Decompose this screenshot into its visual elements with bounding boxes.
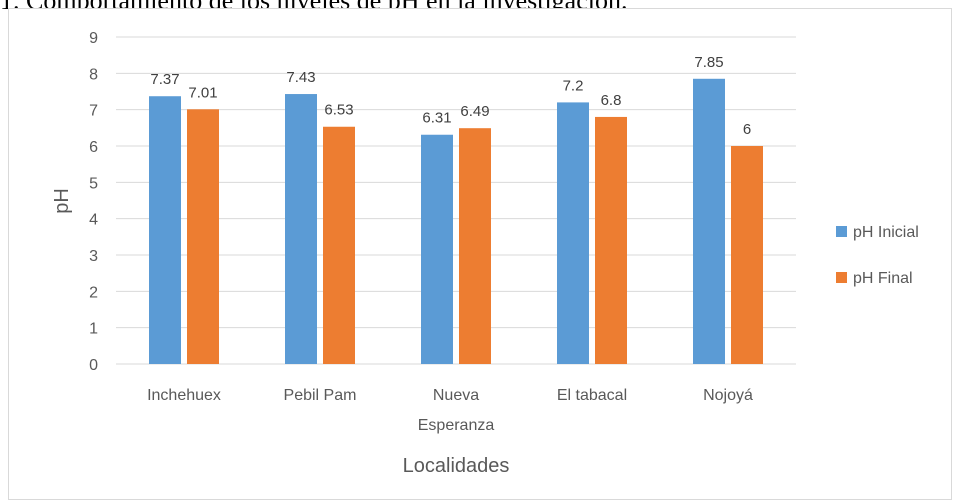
bar [323, 126, 355, 364]
data-label: 6.8 [601, 92, 622, 109]
legend-swatch [836, 272, 847, 283]
y-tick-label: 0 [89, 357, 98, 374]
x-tick-label: Nojoyá [703, 387, 753, 404]
y-tick-label: 8 [89, 66, 98, 83]
bar [557, 102, 589, 365]
y-tick-label: 1 [89, 321, 98, 338]
y-tick-label: 3 [89, 248, 98, 265]
data-label: 7.2 [563, 77, 584, 94]
bar [595, 116, 627, 364]
bar [285, 94, 317, 364]
x-tick-label: Inchehuex [147, 387, 221, 404]
y-tick-label: 5 [89, 175, 98, 192]
x-tick-label: Esperanza [418, 417, 495, 434]
data-label: 6 [743, 121, 751, 138]
data-label: 7.85 [694, 54, 723, 71]
legend-swatch [836, 226, 847, 237]
x-tick-label: El tabacal [557, 387, 627, 404]
legend-label: pH Inicial [853, 224, 919, 241]
data-label: 6.31 [422, 110, 451, 127]
data-label: 7.43 [286, 69, 315, 86]
data-label: 6.49 [460, 103, 489, 120]
y-tick-label: 7 [89, 103, 98, 120]
y-tick-label: 4 [89, 212, 98, 229]
bar [459, 128, 491, 364]
y-tick-label: 9 [89, 30, 98, 47]
bar [187, 109, 219, 364]
bar [731, 146, 763, 364]
data-label: 6.53 [324, 102, 353, 119]
y-tick-label: 6 [89, 139, 98, 156]
legend-label: pH Final [853, 270, 913, 287]
bar [421, 134, 453, 364]
bar [693, 78, 725, 365]
x-tick-label: Pebil Pam [284, 387, 357, 404]
x-axis-title: Localidades [403, 455, 510, 477]
y-axis-title: pH [51, 188, 73, 214]
bar [149, 96, 181, 365]
y-tick-label: 2 [89, 284, 98, 301]
data-label: 7.37 [150, 71, 179, 88]
data-label: 7.01 [188, 84, 217, 101]
x-tick-label: Nueva [433, 387, 479, 404]
